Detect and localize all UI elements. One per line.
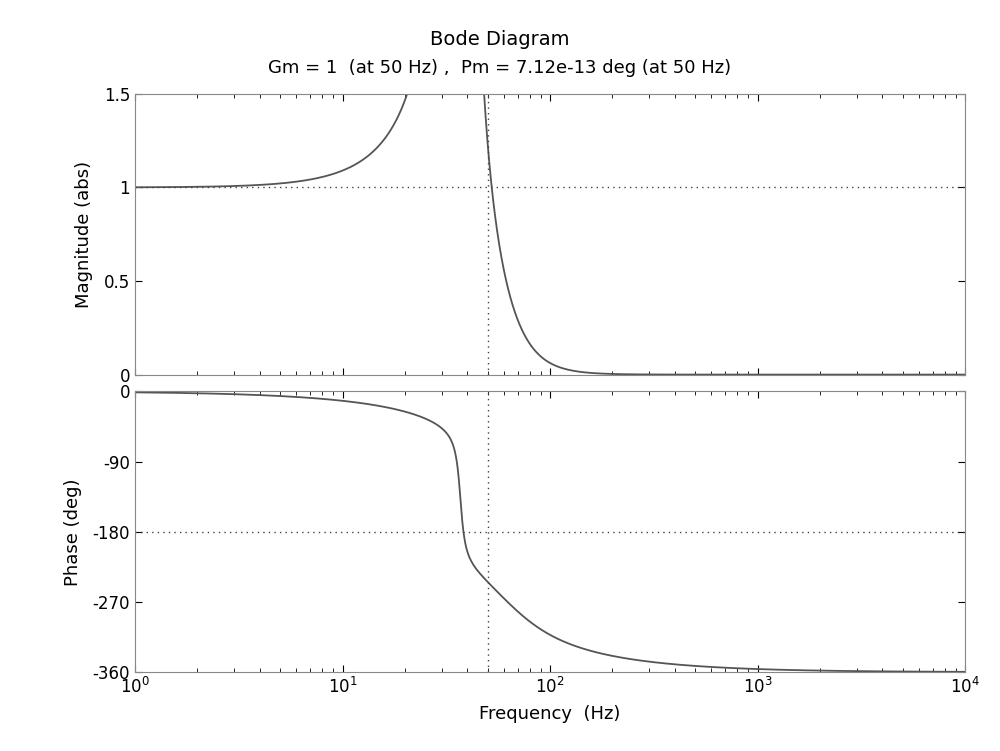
Y-axis label: Phase (deg): Phase (deg) [64, 478, 82, 586]
Y-axis label: Magnitude (abs): Magnitude (abs) [75, 161, 93, 308]
Text: Gm = 1  (at 50 Hz) ,  Pm = 7.12e-13 deg (at 50 Hz): Gm = 1 (at 50 Hz) , Pm = 7.12e-13 deg (a… [268, 59, 732, 77]
Text: Bode Diagram: Bode Diagram [430, 30, 570, 49]
X-axis label: Frequency  (Hz): Frequency (Hz) [479, 705, 621, 723]
